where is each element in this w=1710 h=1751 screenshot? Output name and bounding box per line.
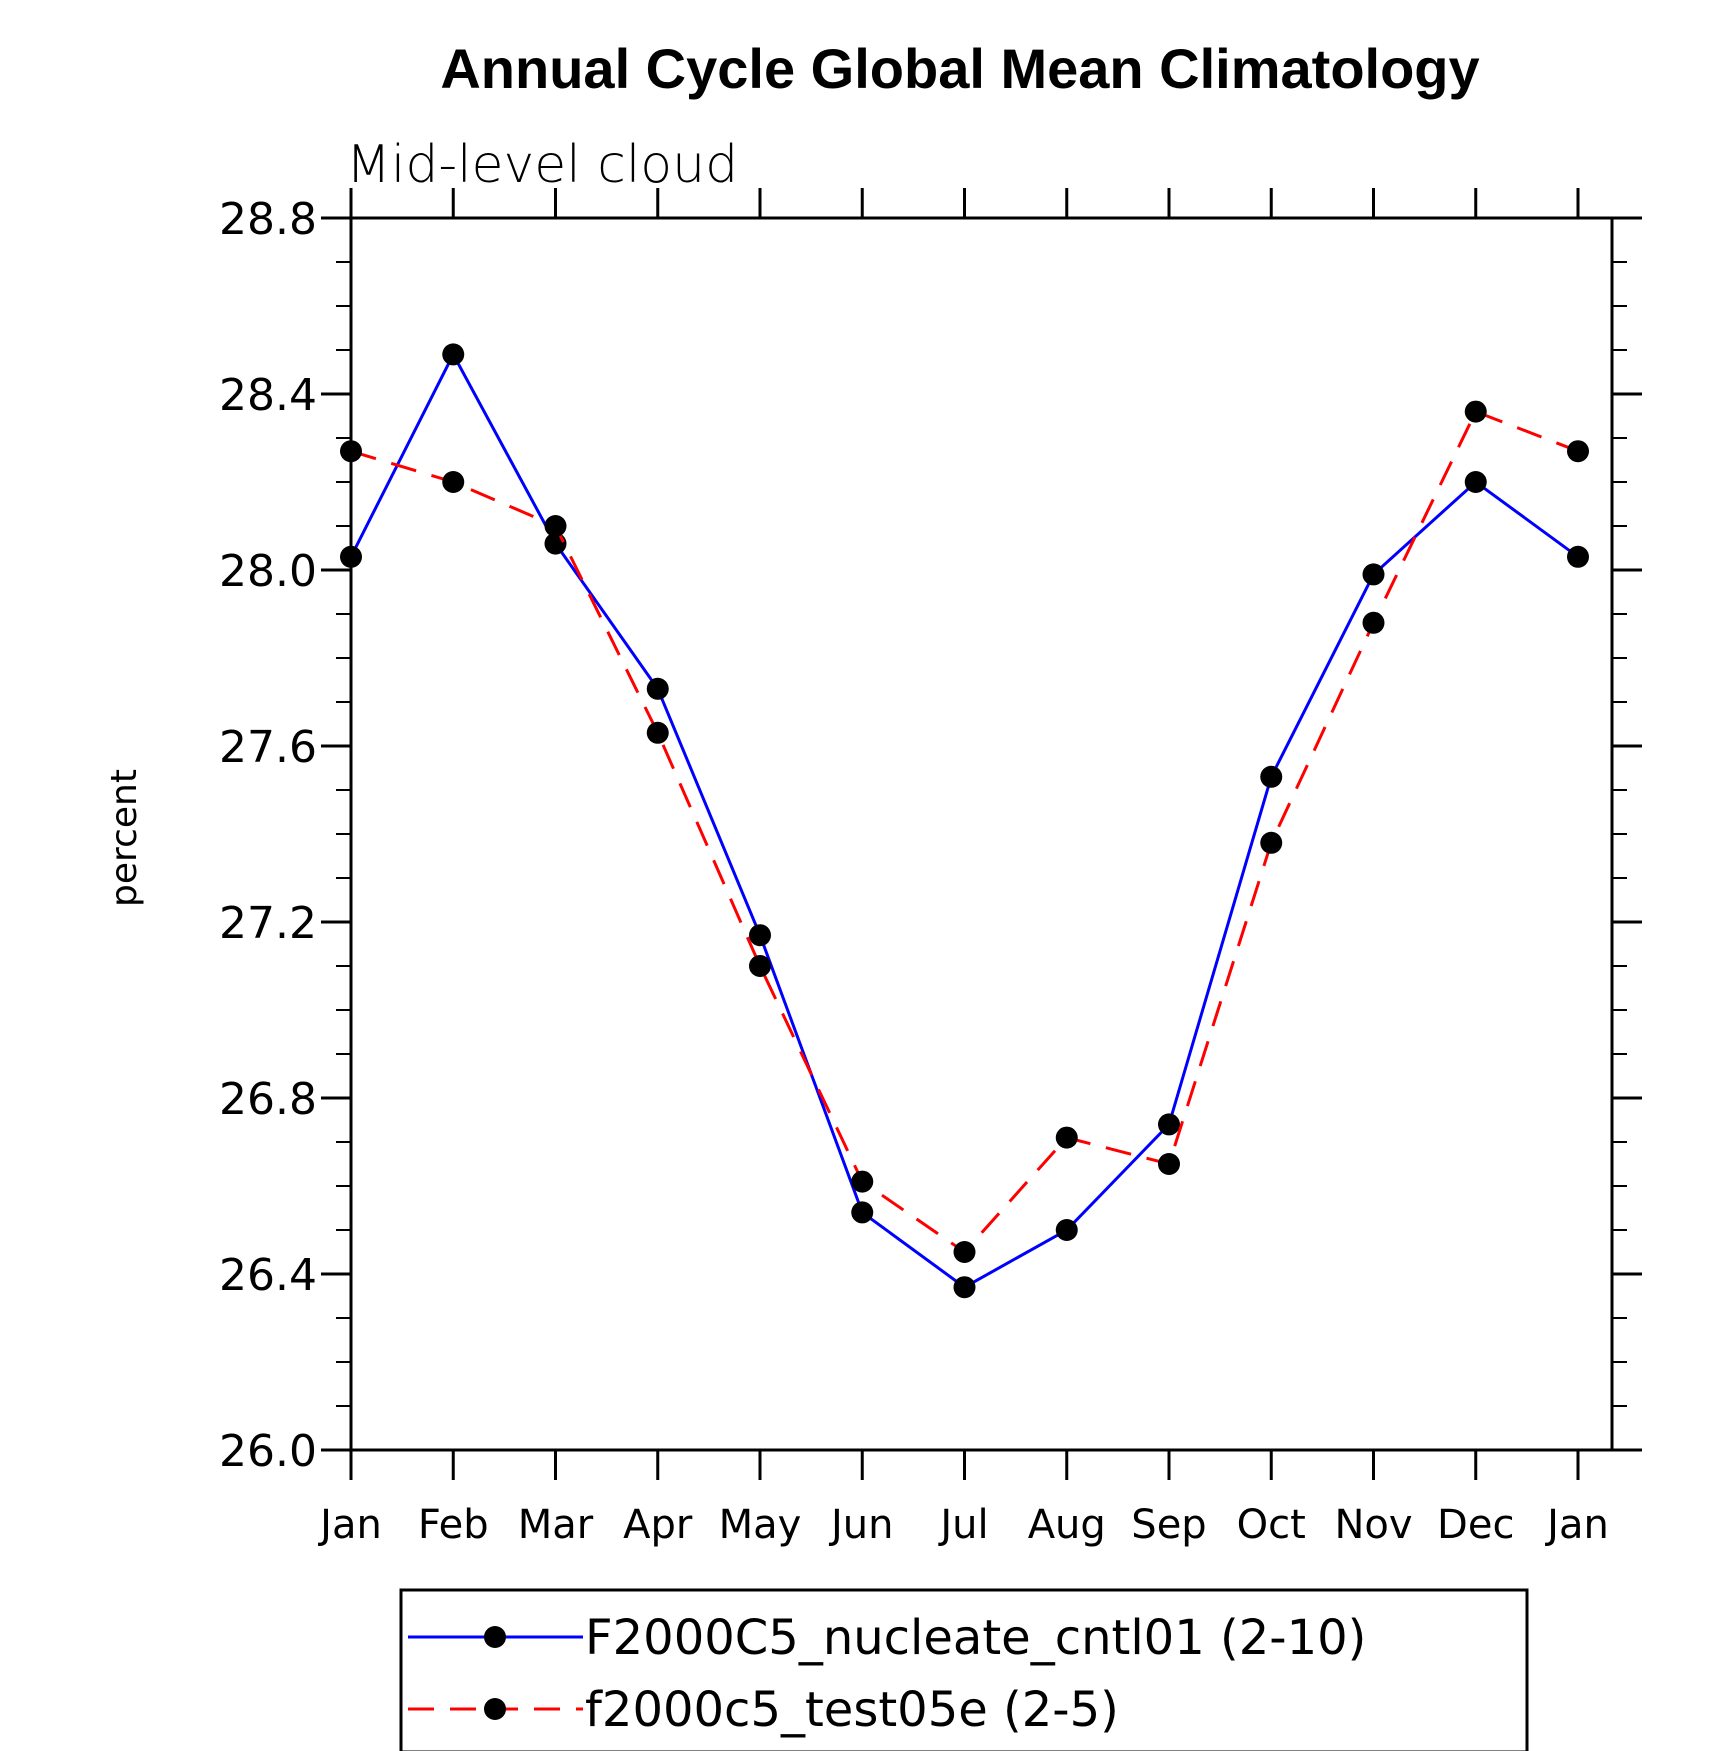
- series-line: [350, 409, 1579, 1254]
- x-tick-label: Nov: [1334, 1502, 1412, 1548]
- data-point: [749, 955, 771, 977]
- legend-label: f2000c5_test05e (2-5): [585, 1682, 1119, 1738]
- data-point: [1362, 611, 1385, 634]
- data-point: [953, 1241, 976, 1263]
- data-point: [1567, 440, 1589, 463]
- data-point: [1260, 765, 1283, 788]
- data-point: [1362, 563, 1385, 586]
- series-2: [340, 400, 1589, 1263]
- x-tick-label: Dec: [1437, 1502, 1514, 1548]
- data-point: [340, 440, 362, 463]
- x-tick-label: Sep: [1131, 1502, 1206, 1548]
- data-point: [442, 343, 465, 366]
- x-tick-label: Apr: [623, 1502, 693, 1548]
- data-point: [851, 1170, 874, 1193]
- data-point: [646, 721, 669, 744]
- data-point: [953, 1276, 976, 1299]
- data-point: [442, 471, 465, 493]
- x-tick-label: Jun: [828, 1502, 894, 1548]
- y-tick-label: 28.4: [219, 370, 317, 421]
- x-tick-label: May: [719, 1502, 802, 1548]
- legend: F2000C5_nucleate_cntl01 (2-10) f2000c5_te…: [399, 1588, 1529, 1751]
- data-point: [544, 515, 567, 537]
- data-point: [1464, 471, 1487, 493]
- x-tick-label: Jan: [1544, 1502, 1609, 1548]
- data-point: [1260, 831, 1283, 854]
- legend-marker: [484, 1626, 506, 1648]
- x-tick-label: Mar: [518, 1502, 594, 1548]
- x-tick-label: Jan: [317, 1502, 382, 1548]
- chart-subtitle: Mid-level cloud: [346, 135, 738, 195]
- data-point: [1567, 545, 1589, 568]
- data-point: [851, 1201, 874, 1224]
- data-point: [646, 677, 669, 700]
- series-layer: [340, 343, 1589, 1299]
- plot-frame: [349, 216, 1614, 1452]
- data-point: [1055, 1126, 1078, 1149]
- y-tick-label: 26.4: [219, 1250, 317, 1301]
- y-tick-label: 27.2: [219, 898, 317, 949]
- data-point: [340, 545, 362, 568]
- data-point: [1158, 1153, 1180, 1175]
- y-tick-label: 26.0: [219, 1426, 317, 1477]
- data-point: [749, 924, 771, 947]
- chart-title: Annual Cycle Global Mean Climatology: [440, 37, 1479, 100]
- y-tick-label: 27.6: [219, 722, 317, 773]
- series-line: [349, 351, 1579, 1289]
- data-point: [1055, 1219, 1078, 1241]
- y-axis-label: percent: [104, 769, 145, 907]
- x-tick-label: Oct: [1237, 1502, 1306, 1548]
- x-tick-label: Feb: [418, 1502, 489, 1548]
- y-tick-label: 28.0: [219, 546, 317, 597]
- data-point: [1464, 400, 1487, 423]
- y-tick-label: 26.8: [219, 1074, 317, 1125]
- data-point: [1158, 1113, 1180, 1136]
- legend-box: [399, 1588, 1529, 1751]
- legend-marker: [484, 1698, 506, 1720]
- axes: 26.0 26.4 26.8 27.2 27.6 28.0 28.4 28.8 Jan Feb Ma…: [219, 188, 1642, 1548]
- x-tick-label: Aug: [1028, 1502, 1106, 1548]
- legend-label: F2000C5_nucleate_cntl01 (2-10): [585, 1610, 1366, 1666]
- y-tick-label: 28.8: [219, 194, 317, 245]
- series-1: [340, 343, 1589, 1299]
- x-tick-label: Jul: [937, 1502, 988, 1548]
